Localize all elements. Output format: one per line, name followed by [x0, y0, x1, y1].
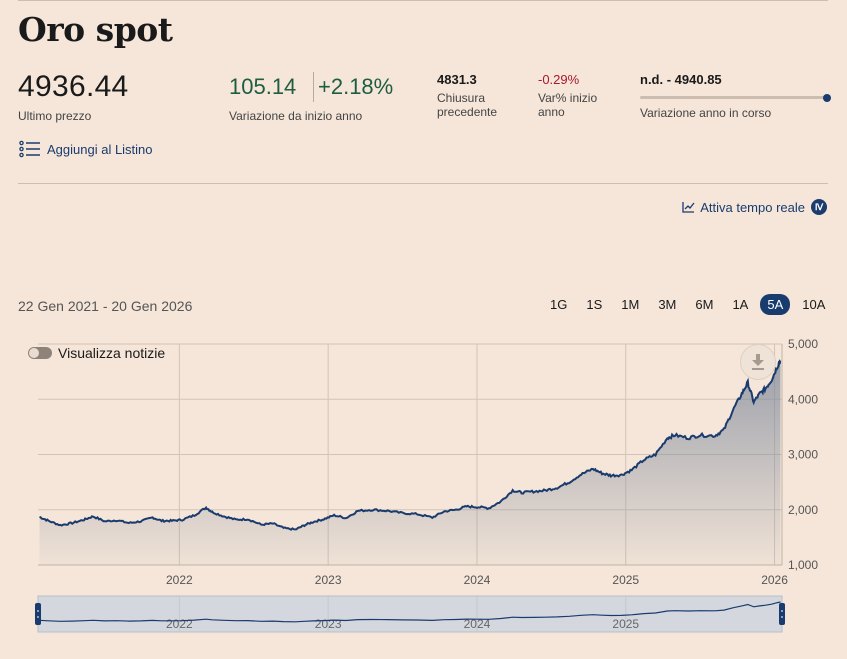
period-1s[interactable]: 1S: [586, 297, 603, 312]
top-rule: [18, 0, 828, 1]
download-icon: [752, 354, 764, 370]
navigator-window: [37, 595, 783, 633]
news-toggle-label: Visualizza notizie: [58, 345, 166, 361]
navigator-line: [39, 601, 781, 623]
period-5a[interactable]: 5A: [760, 294, 791, 315]
last-price: 4936.44: [18, 70, 129, 103]
x-tick-label: 2024: [464, 573, 491, 587]
price-area: [39, 360, 781, 565]
navigator-tick-label: 2025: [612, 617, 639, 631]
list-icon: [19, 140, 40, 158]
realtime-toggle-button[interactable]: Attiva tempo reale Ⅳ: [682, 199, 827, 215]
navigator-handle-right: [779, 603, 785, 625]
period-10a[interactable]: 10A: [802, 297, 826, 312]
navigator-tick-label: 2024: [464, 617, 491, 631]
y-tick-label: 2,000: [788, 503, 818, 517]
add-watchlist-button[interactable]: Aggiungi al Listino: [19, 140, 153, 158]
ytd-separator: [313, 72, 314, 102]
realtime-label: Attiva tempo reale: [700, 199, 805, 215]
year-var-label-2: anno: [538, 105, 565, 119]
realtime-badge-icon: Ⅳ: [811, 199, 827, 215]
prev-close-label-2: precedente: [437, 105, 498, 119]
chart-line-icon: [682, 202, 695, 213]
ytd-change-abs: 105.14: [229, 74, 297, 99]
ytd-change-label: Variazione da inizio anno: [229, 109, 363, 123]
period-1m[interactable]: 1M: [621, 297, 640, 312]
toggle-knob: [29, 348, 39, 358]
period-3m[interactable]: 3M: [658, 297, 677, 312]
navigator-tick-label: 2023: [315, 617, 342, 631]
x-tick-label: 2023: [315, 573, 342, 587]
year-range-marker: [823, 94, 831, 102]
price-line: [39, 358, 782, 531]
period-1g[interactable]: 1G: [550, 297, 568, 312]
section-divider: [18, 183, 828, 184]
period-6m[interactable]: 6M: [695, 297, 714, 312]
year-range-label: Variazione anno in corso: [640, 106, 772, 120]
y-tick-label: 5,000: [788, 337, 818, 351]
x-tick-label: 2022: [166, 573, 193, 587]
year-range-value: n.d. - 4940.85: [640, 72, 722, 87]
news-toggle[interactable]: Visualizza notizie: [28, 345, 165, 361]
download-button[interactable]: [740, 344, 776, 380]
news-toggle-switch[interactable]: [28, 347, 52, 359]
last-price-label: Ultimo prezzo: [18, 109, 92, 123]
page-title: Oro spot: [18, 10, 173, 49]
y-tick-label: 1,000: [788, 558, 818, 572]
prev-close-label-1: Chiusura: [437, 91, 486, 105]
navigator-handle-left: [35, 603, 41, 625]
year-var-label-1: Var% inizio: [538, 91, 598, 105]
navigator-tick-label: 2022: [166, 617, 193, 631]
range-navigator[interactable]: 2022 2023 2024 2025: [35, 595, 785, 633]
year-range-track: [640, 96, 825, 99]
x-tick-label: 2025: [612, 573, 639, 587]
year-var-value: -0.29%: [538, 72, 580, 87]
date-range: 22 Gen 2021 - 20 Gen 2026: [18, 298, 193, 314]
y-tick-label: 3,000: [788, 448, 818, 462]
period-1a[interactable]: 1A: [732, 297, 749, 312]
period-selector: 1G 1S 1M 3M 6M 1A 5A 10A: [538, 294, 832, 315]
y-tick-label: 4,000: [788, 392, 818, 406]
x-tick-label: 2026: [761, 573, 788, 587]
ytd-change-pct: +2.18%: [318, 74, 394, 99]
add-watchlist-label: Aggiungi al Listino: [47, 141, 153, 157]
prev-close-value: 4831.3: [437, 72, 477, 87]
